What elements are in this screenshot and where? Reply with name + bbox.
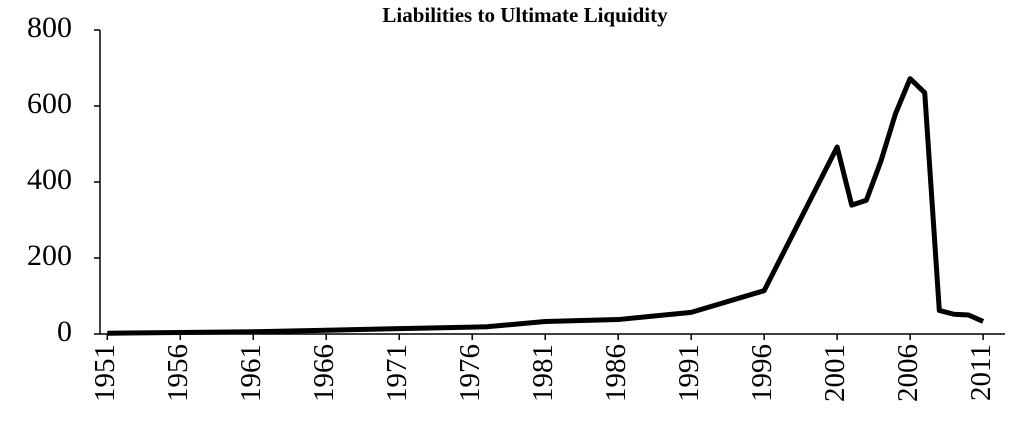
x-tick-label: 1991	[673, 344, 705, 402]
x-tick-label: 2006	[892, 344, 924, 402]
x-tick-label: 1981	[527, 344, 559, 402]
line-series	[107, 76, 985, 336]
x-tick-label: 2011	[965, 344, 997, 401]
x-tick-label: 1971	[381, 344, 413, 402]
x-tick-label: 1996	[746, 344, 778, 402]
x-tick-label: 1951	[89, 344, 121, 402]
x-tick-label: 1976	[454, 344, 486, 402]
y-tick-label: 200	[27, 239, 72, 272]
x-tick-label: 1986	[600, 344, 632, 402]
y-tick-label: 0	[57, 315, 72, 348]
x-tick-label: 1966	[308, 344, 340, 402]
x-tick-label: 2001	[819, 344, 851, 402]
x-tick-label: 1961	[235, 344, 267, 402]
y-tick-label: 600	[27, 87, 72, 120]
y-tick-label: 400	[27, 163, 72, 196]
chart-title: Liabilities to Ultimate Liquidity	[382, 3, 668, 27]
y-tick-label: 800	[27, 11, 72, 44]
x-tick-label: 1956	[162, 344, 194, 402]
